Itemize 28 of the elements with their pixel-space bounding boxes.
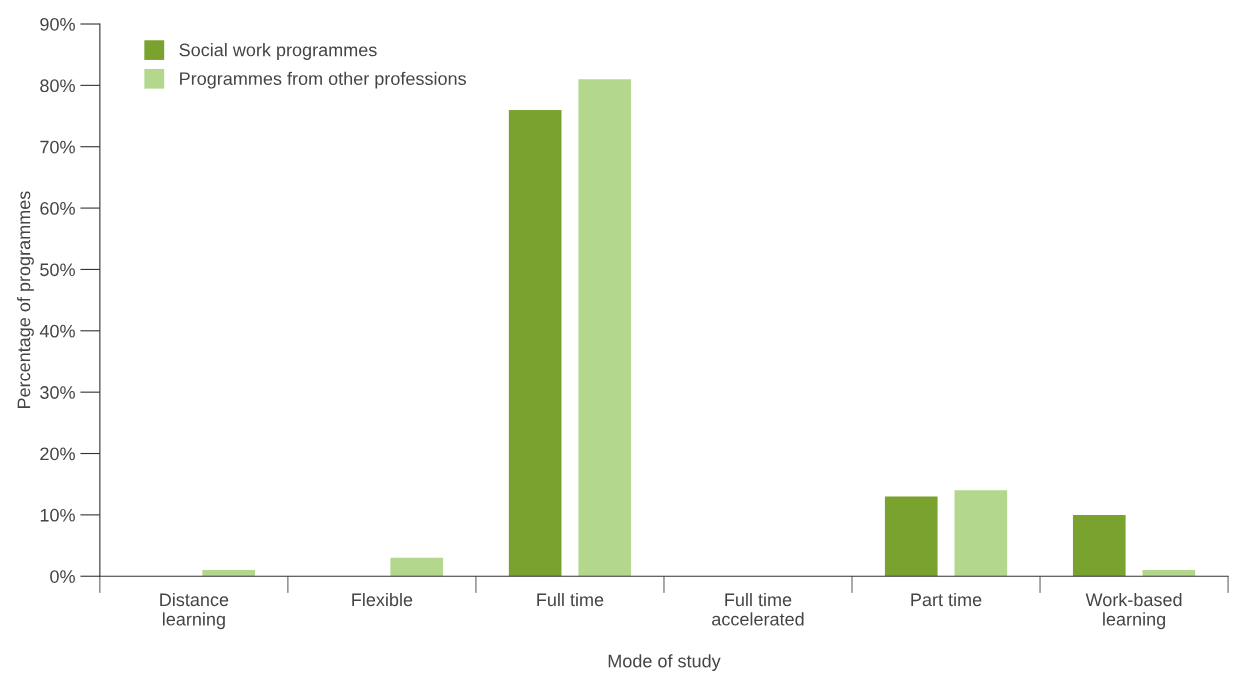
bar [1142, 570, 1196, 577]
bar [884, 496, 938, 577]
y-tick-label: 0% [50, 570, 75, 583]
y-tick-label: 90% [40, 17, 75, 31]
y-tick-label: 20% [40, 447, 75, 461]
x-tick-label: Full time accelerated [712, 592, 804, 626]
y-tick-label: 40% [39, 324, 75, 338]
y-tick-label: 50% [40, 263, 75, 277]
legend-label: Programmes from other professions [180, 71, 466, 89]
legend-label: Social work programmes [179, 43, 377, 60]
bar [508, 109, 562, 577]
x-tick-label: Full time [537, 592, 604, 607]
x-tick-label: Work-based learning [1085, 592, 1182, 630]
y-tick-label: 70% [40, 140, 75, 154]
bar [390, 557, 444, 577]
bar [578, 79, 632, 577]
x-tick-label: Distance learning [160, 592, 229, 630]
bar [202, 570, 255, 577]
y-tick-label: 30% [40, 386, 75, 399]
x-tick-label: Part time [911, 592, 982, 607]
bar [954, 490, 1008, 577]
bar [1072, 514, 1126, 577]
x-tick-label: Flexible [352, 592, 413, 607]
y-tick-label: 60% [40, 202, 75, 215]
x-axis-title: Mode of study [608, 654, 721, 672]
y-axis-title: Percentage of programmes [17, 191, 34, 409]
y-tick-label: 80% [40, 79, 75, 93]
y-tick-label: 10% [40, 508, 75, 522]
